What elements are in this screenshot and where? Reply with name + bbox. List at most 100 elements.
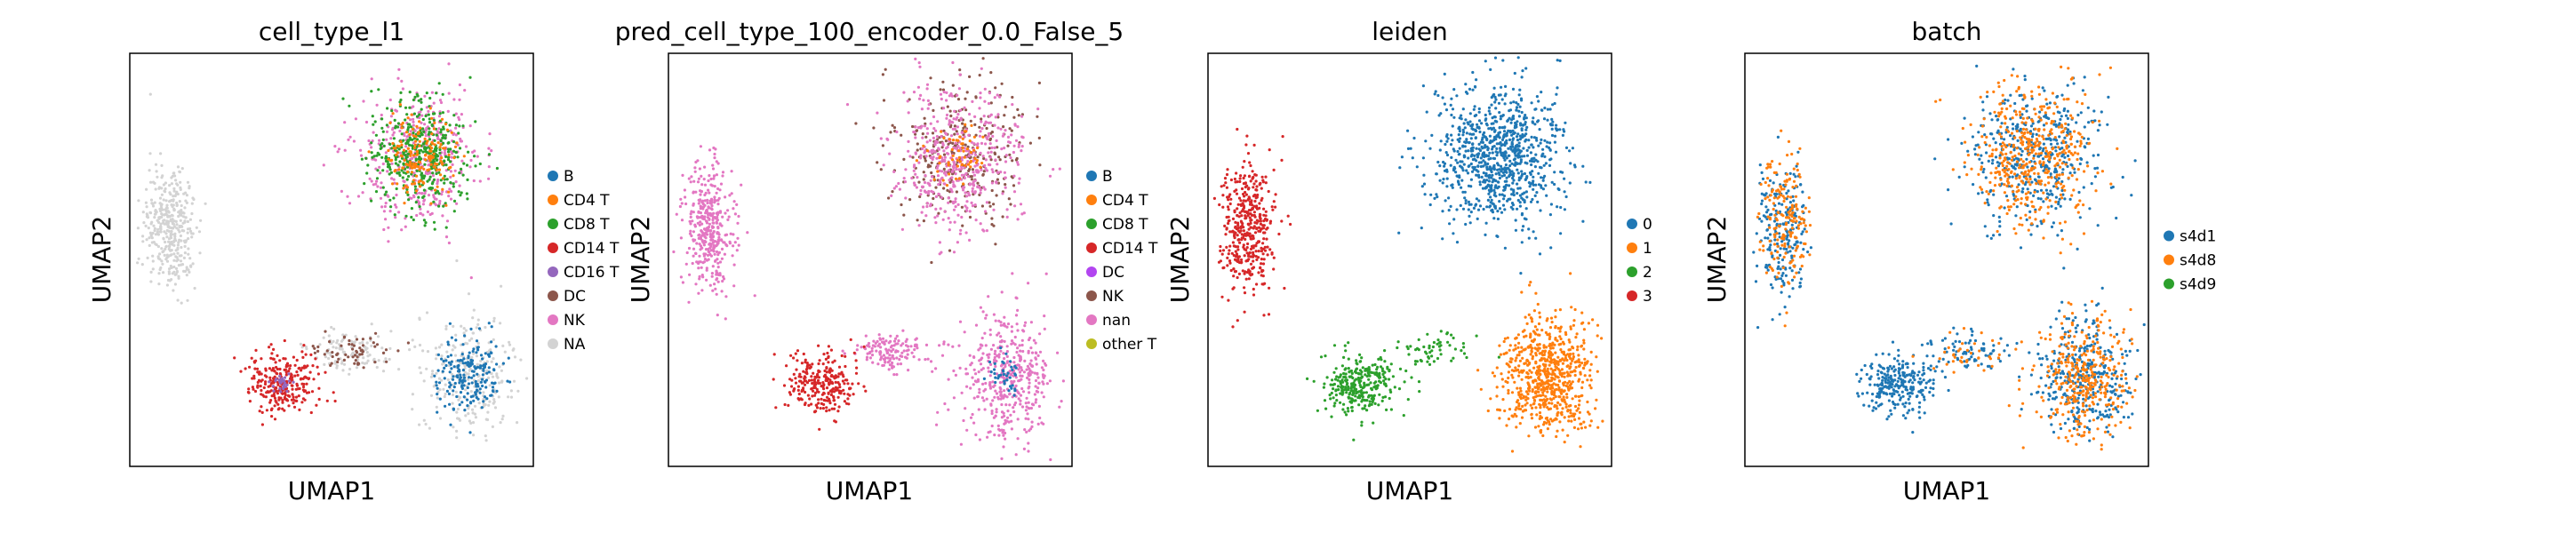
scatter-point — [332, 327, 336, 330]
scatter-point — [960, 163, 964, 167]
scatter-point — [890, 194, 893, 197]
scatter-point — [454, 390, 458, 394]
scatter-point — [989, 113, 993, 116]
scatter-point — [474, 391, 477, 394]
scatter-point — [994, 389, 997, 393]
scatter-point — [439, 143, 443, 147]
scatter-point — [183, 269, 188, 274]
legend-marker — [1086, 266, 1097, 277]
scatter-point — [944, 147, 948, 150]
scatter-point — [960, 205, 964, 209]
scatter-point — [940, 354, 945, 357]
scatter-point — [972, 396, 976, 400]
scatter-point — [792, 356, 796, 360]
scatter-point — [167, 244, 172, 248]
scatter-point — [964, 372, 968, 376]
scatter-point — [916, 176, 919, 179]
scatter-point — [288, 367, 292, 370]
scatter-point — [425, 311, 429, 314]
scatter-point — [1034, 357, 1038, 361]
scatter-point — [988, 386, 993, 390]
scatter-point — [888, 152, 892, 155]
scatter-point — [710, 214, 715, 218]
scatter-point — [434, 346, 437, 350]
scatter-point — [700, 222, 704, 226]
scatter-point — [490, 149, 493, 153]
scatter-point — [1536, 120, 1540, 123]
scatter-point — [431, 171, 435, 175]
scatter-point — [490, 340, 493, 344]
scatter-point — [315, 403, 318, 407]
scatter-point — [723, 252, 727, 256]
scatter-point — [934, 195, 938, 198]
scatter-point — [449, 160, 452, 163]
scatter-point — [160, 247, 164, 251]
scatter-point — [175, 259, 179, 263]
scatter-point — [369, 337, 372, 340]
scatter-point — [796, 397, 800, 401]
scatter-point — [1004, 105, 1007, 108]
scatter-point — [1006, 135, 1011, 139]
scatter-point — [438, 388, 442, 392]
scatter-point — [376, 169, 380, 172]
scatter-point — [990, 223, 994, 227]
scatter-point — [990, 131, 994, 134]
scatter-point — [274, 399, 277, 402]
scatter-point — [294, 395, 299, 399]
scatter-point — [374, 182, 378, 186]
scatter-point — [172, 289, 175, 292]
scatter-point — [355, 338, 359, 341]
scatter-point — [334, 346, 338, 350]
scatter-point — [1479, 156, 1483, 160]
scatter-point — [984, 158, 988, 162]
scatter-point — [412, 163, 416, 167]
scatter-point — [978, 134, 982, 138]
scatter-point — [819, 407, 822, 410]
scatter-point — [348, 104, 351, 107]
scatter-point — [836, 395, 840, 399]
scatter-point — [1480, 175, 1484, 179]
scatter-point — [268, 384, 272, 387]
scatter-point — [704, 248, 708, 251]
scatter-point — [481, 373, 485, 377]
scatter-point — [351, 347, 355, 351]
scatter-point — [353, 340, 356, 344]
scatter-point — [403, 158, 406, 163]
scatter-point — [892, 170, 896, 173]
scatter-point — [476, 362, 479, 366]
scatter-point — [476, 382, 479, 386]
scatter-point — [149, 270, 153, 274]
scatter-point — [444, 226, 448, 229]
scatter-point — [1484, 113, 1487, 117]
scatter-point — [408, 150, 412, 154]
scatter-point — [988, 328, 992, 331]
scatter-point — [462, 162, 466, 165]
scatter-point — [342, 362, 347, 366]
scatter-point — [1522, 147, 1525, 150]
scatter-point — [839, 390, 843, 394]
scatter-point — [973, 379, 977, 383]
scatter-point — [1004, 154, 1008, 157]
scatter-point — [926, 99, 930, 102]
scatter-point — [999, 127, 1003, 131]
scatter-point — [1520, 213, 1524, 217]
scatter-point — [1512, 100, 1516, 104]
scatter-point — [418, 113, 421, 116]
scatter-point — [990, 410, 994, 413]
scatter-point — [348, 135, 352, 139]
scatter-point — [980, 117, 983, 121]
scatter-point — [684, 195, 687, 199]
scatter-point — [1464, 199, 1468, 203]
scatter-point — [424, 134, 428, 138]
scatter-point — [952, 166, 956, 170]
scatter-point — [1527, 146, 1531, 149]
scatter-point — [697, 202, 700, 205]
scatter-point — [436, 178, 440, 182]
scatter-point — [453, 145, 458, 148]
scatter-point — [392, 196, 396, 200]
scatter-point — [463, 379, 467, 383]
scatter-point — [936, 174, 940, 178]
scatter-point — [289, 377, 292, 380]
scatter-point — [968, 75, 972, 78]
scatter-point — [997, 319, 1001, 322]
